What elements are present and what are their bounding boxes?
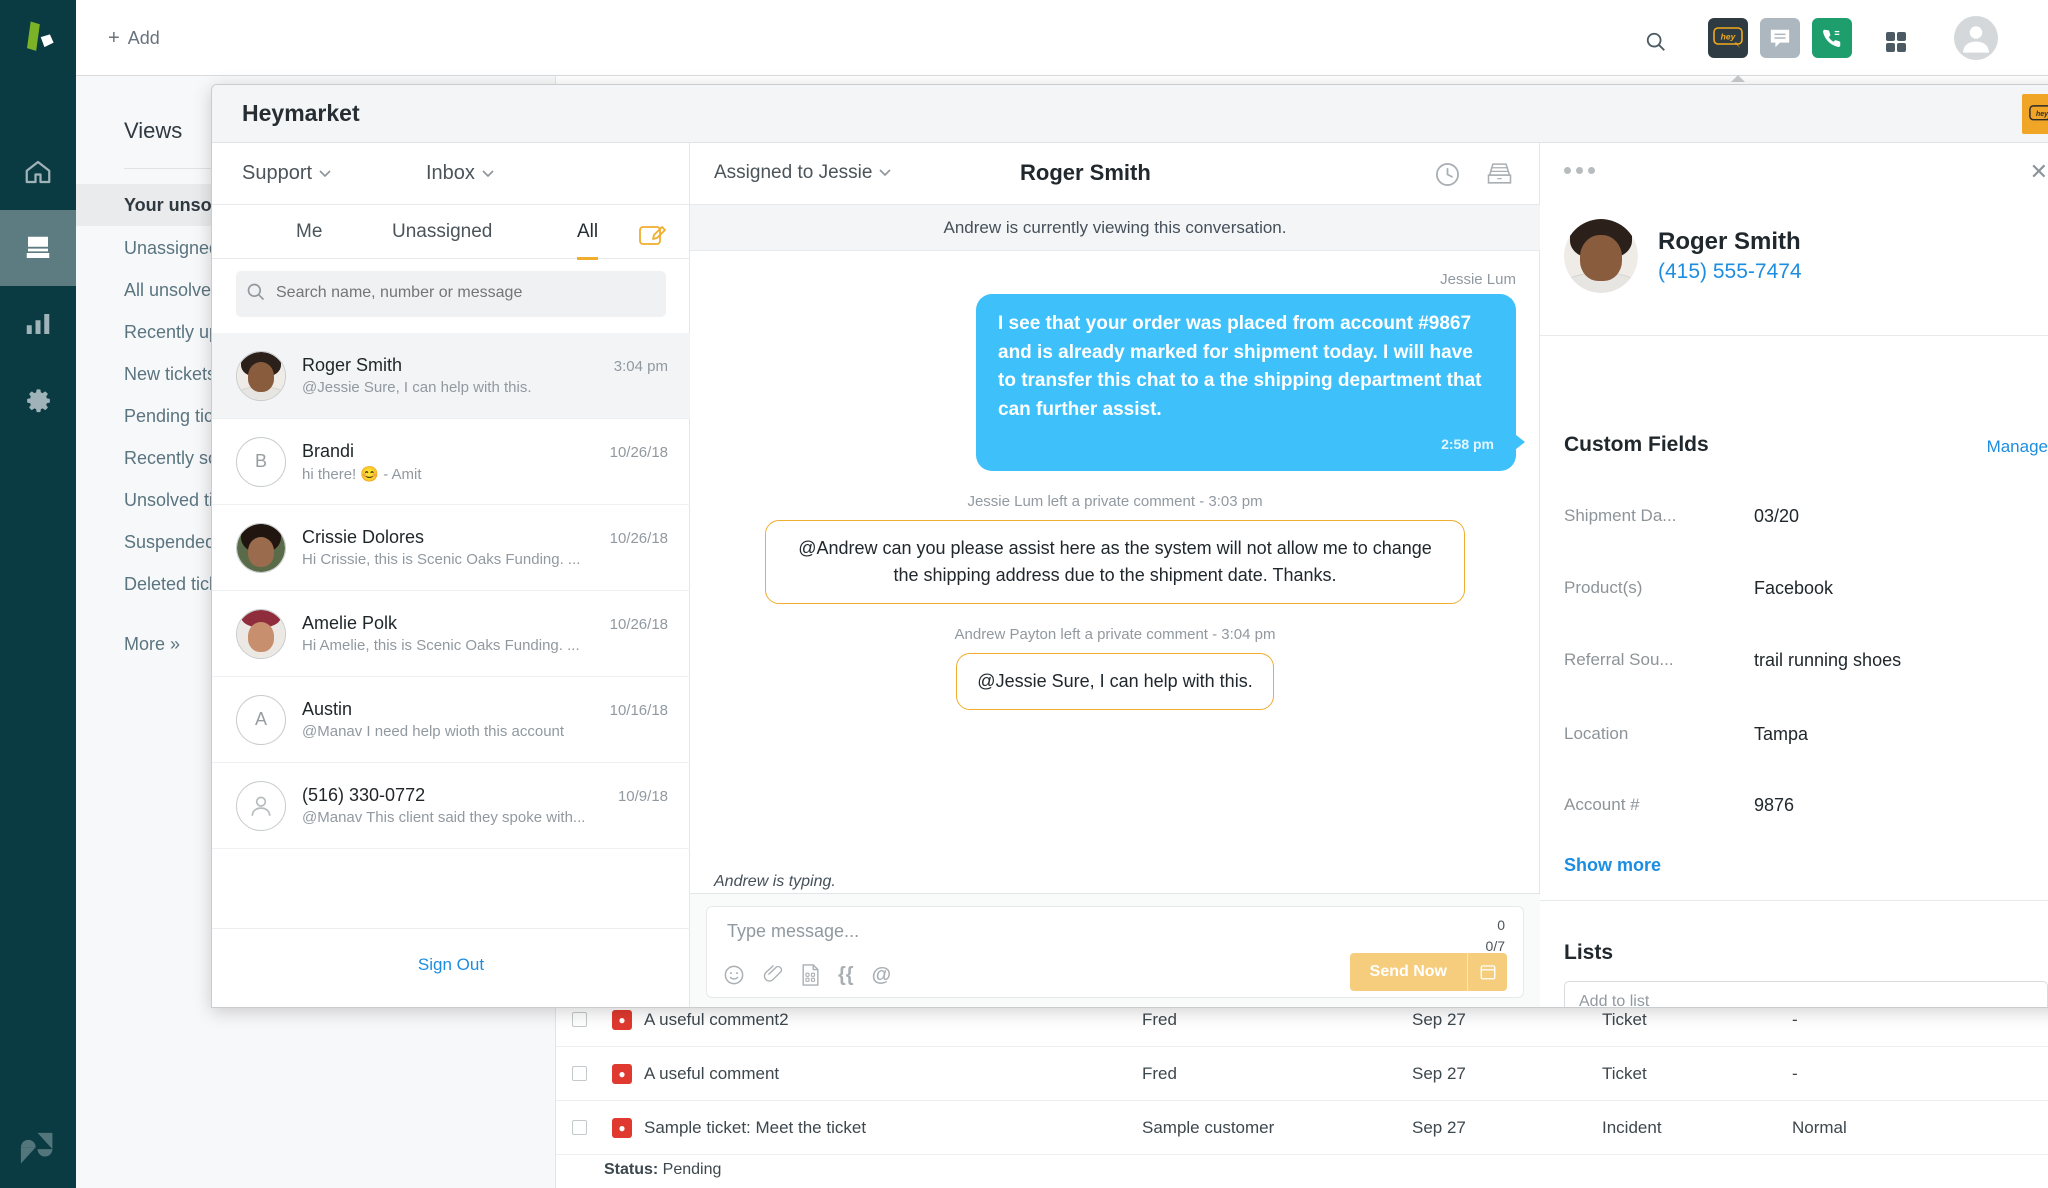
svg-text:hey: hey: [2036, 110, 2048, 117]
svg-text:hey: hey: [1721, 32, 1737, 42]
